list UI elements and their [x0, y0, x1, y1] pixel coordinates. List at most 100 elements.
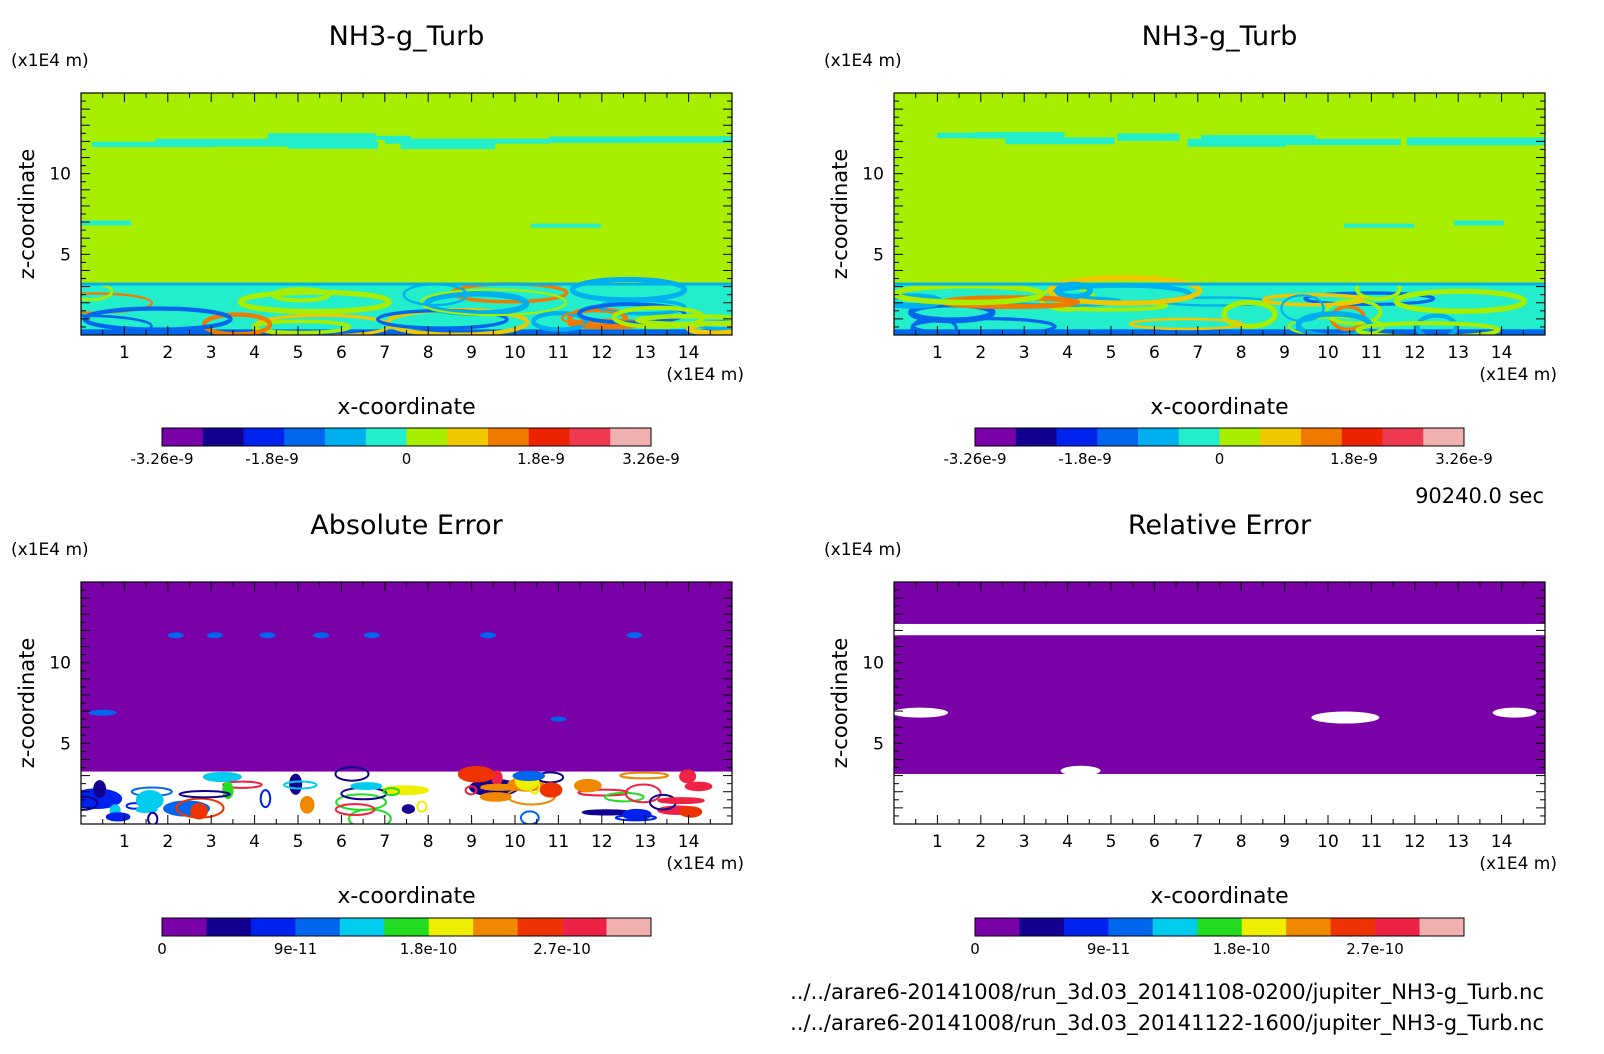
- x-tick-label: 3: [1019, 343, 1030, 363]
- band-patch: [81, 220, 131, 226]
- error-blob: [657, 797, 705, 804]
- error-blob: [679, 769, 697, 784]
- error-blob: [283, 780, 318, 790]
- colorbar-segment: [975, 428, 1017, 446]
- error-blob: [573, 778, 602, 793]
- colorbar-label: 9e-11: [274, 940, 317, 958]
- x-tick-label: 11: [1361, 832, 1383, 852]
- x-tick-label: 12: [591, 832, 613, 852]
- colorbar-label: -3.26e-9: [944, 450, 1007, 468]
- band-patch: [531, 223, 601, 228]
- x-tick-label: 14: [678, 832, 700, 852]
- band-patch: [1201, 135, 1316, 142]
- colorbar-label: -1.8e-9: [1058, 450, 1111, 468]
- colorbar-frame: [974, 917, 1465, 937]
- eddy: [910, 316, 1057, 335]
- y-axis-label: z-coordinate: [15, 149, 39, 280]
- colorbar-segment: [162, 428, 204, 446]
- colorbar-segment: [975, 918, 1020, 936]
- white-gap: [1060, 765, 1101, 776]
- white-gap: [1311, 711, 1380, 724]
- y-tick-label: 5: [60, 734, 71, 754]
- x-tick-label: 2: [162, 343, 173, 363]
- colorbar-segment: [162, 918, 207, 936]
- colorbar-label: 0: [157, 940, 167, 958]
- colorbar-segment: [1019, 918, 1065, 936]
- colorbar-segment: [1138, 428, 1180, 446]
- error-blob: [619, 771, 670, 780]
- x-tick-label: 14: [1491, 832, 1513, 852]
- colorbar-label: 2.7e-10: [1346, 940, 1404, 958]
- colorbar-segment: [447, 428, 489, 446]
- colorbar-segment: [1423, 428, 1465, 446]
- x-tick-label: 10: [504, 832, 526, 852]
- eddy: [531, 310, 589, 332]
- band-patch: [936, 132, 1003, 139]
- y-tick-label: 5: [873, 734, 884, 754]
- x-tick-label: 1: [932, 832, 943, 852]
- x-tick-label: 8: [423, 343, 434, 363]
- x-tick-label: 11: [548, 343, 570, 363]
- x-tick-label: 13: [1447, 343, 1469, 363]
- y-tick-label: 10: [49, 165, 71, 185]
- eddy: [419, 288, 568, 317]
- x-tick-label: 6: [336, 343, 347, 363]
- colorbar-label: 3.26e-9: [622, 450, 680, 468]
- chart-panel-1: NH3-g_Turb (x1E4 m) (x1E4 m) x-coordinate z-…: [11, 21, 744, 468]
- x-tick-label: 4: [249, 343, 260, 363]
- error-blob: [479, 792, 512, 802]
- x-tick-label: 7: [1192, 832, 1203, 852]
- error-blob: [347, 808, 392, 824]
- eddy: [424, 290, 530, 317]
- colorbar-segment: [206, 918, 252, 936]
- file-path-1: ../../arare6-20141008/run_3d.03_20141108…: [790, 980, 1544, 1005]
- error-blob: [416, 800, 428, 813]
- x-tick-label: 1: [119, 343, 130, 363]
- colorbar-segment: [1219, 428, 1261, 446]
- x-tick-label: 14: [1491, 343, 1513, 363]
- x-axis-label: x-coordinate: [1150, 395, 1288, 420]
- y-axis-label: z-coordinate: [15, 638, 39, 769]
- error-blob: [519, 810, 540, 824]
- x-tick-label: 12: [1404, 832, 1426, 852]
- error-blob: [88, 709, 117, 716]
- colorbar-label: 1.8e-9: [517, 450, 565, 468]
- band-patch: [1454, 220, 1504, 226]
- eddy: [81, 314, 153, 335]
- x-tick-label: 7: [379, 343, 390, 363]
- x-tick-label: 10: [504, 343, 526, 363]
- x-tick-label: 4: [1062, 832, 1073, 852]
- error-blob: [135, 790, 164, 811]
- y-axis-label: z-coordinate: [828, 149, 852, 280]
- band-patch: [549, 136, 732, 143]
- x-tick-label: 14: [678, 343, 700, 363]
- layer-top-edge: [81, 282, 732, 286]
- colorbar-segment: [1419, 918, 1465, 936]
- eddy: [894, 282, 1045, 306]
- y-tick-label: 5: [873, 245, 884, 265]
- colorbar-segment: [1341, 428, 1383, 446]
- colorbar-label: 1.8e-10: [400, 940, 458, 958]
- y-tick-label: 10: [49, 654, 71, 674]
- x-tick-label: 12: [1404, 343, 1426, 363]
- undefined-region: [894, 773, 1545, 824]
- time-label: 90240.0 sec: [1415, 484, 1544, 508]
- eddy: [271, 287, 331, 303]
- x-tick-label: 2: [975, 832, 986, 852]
- colorbar-segment: [1382, 428, 1424, 446]
- chart-title: Relative Error: [1128, 510, 1312, 541]
- y-unit-label: (x1E4 m): [11, 540, 89, 560]
- x-tick-label: 13: [634, 343, 656, 363]
- colorbar-segment: [339, 918, 385, 936]
- colorbar-segment: [428, 918, 474, 936]
- colorbar-frame: [161, 917, 652, 937]
- eddy: [201, 312, 273, 335]
- error-blob: [401, 804, 415, 814]
- error-blob: [679, 806, 703, 818]
- colorbar-segment: [562, 918, 608, 936]
- x-tick-label: 11: [548, 832, 570, 852]
- x-tick-label: 8: [1236, 343, 1247, 363]
- eddy: [1393, 288, 1528, 314]
- error-blob: [147, 811, 159, 824]
